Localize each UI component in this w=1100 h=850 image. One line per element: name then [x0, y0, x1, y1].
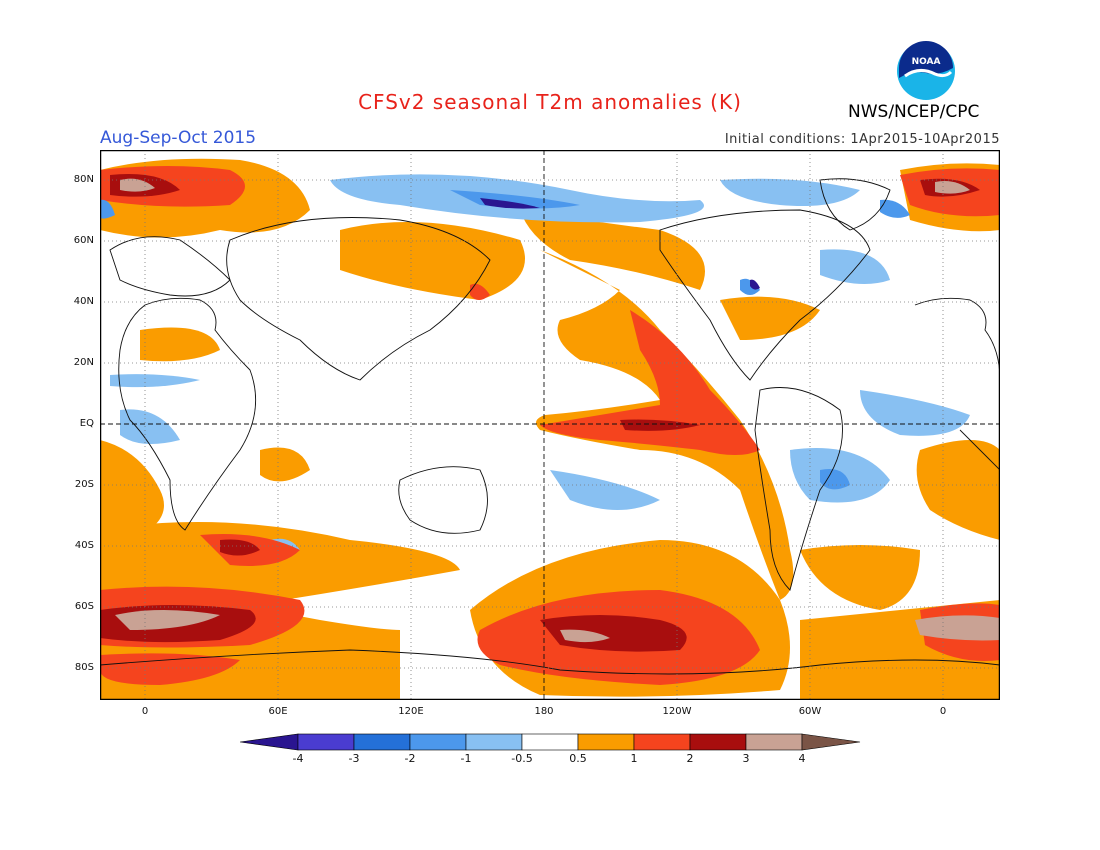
colorbar-label: -4 — [292, 752, 304, 765]
reference-lines — [100, 150, 1000, 700]
colorbar-label: 0.5 — [569, 752, 587, 765]
lat-label-eq: EQ — [79, 418, 94, 429]
lat-label-20s: 20S — [74, 479, 94, 490]
coastline-layer — [100, 178, 1000, 675]
svg-text:NOAA: NOAA — [912, 57, 941, 67]
lon-label-0-right: 0 — [939, 706, 947, 717]
lat-label-80n: 80N — [73, 174, 94, 185]
lat-label-40n: 40N — [73, 296, 94, 307]
season-label: Aug-Sep-Oct 2015 — [100, 128, 257, 148]
colorbar-label: -3 — [348, 752, 360, 765]
lat-label-60n: 60N — [73, 235, 94, 246]
lat-label-40s: 40S — [74, 540, 94, 551]
lat-label-60s: 60S — [74, 601, 94, 612]
colorbar-swatch — [521, 733, 579, 751]
lat-label-20n: 20N — [73, 357, 94, 368]
colorbar-label: -2 — [404, 752, 416, 765]
map-title: CFSv2 seasonal T2m anomalies (K) — [358, 90, 742, 114]
colorbar-label: 3 — [742, 752, 750, 765]
lon-label-0: 0 — [141, 706, 149, 717]
colorbar-swatch — [801, 733, 861, 751]
lon-label-60w: 60W — [798, 706, 822, 717]
agency-label: NWS/NCEP/CPC — [848, 102, 980, 122]
lat-label-80s: 80S — [74, 662, 94, 673]
colorbar-swatch — [745, 733, 803, 751]
lon-label-60e: 60E — [268, 706, 288, 717]
initial-conditions-label: Initial conditions: 1Apr2015-10Apr2015 — [724, 132, 1000, 147]
lon-label-180: 180 — [534, 706, 554, 717]
strong-cool-layer — [100, 190, 910, 490]
colorbar-label: 1 — [630, 752, 638, 765]
colorbar-label: -0.5 — [511, 752, 533, 765]
extreme-cool-layer — [480, 198, 760, 290]
anomaly-map — [100, 150, 1000, 700]
colorbar-label: -1 — [460, 752, 472, 765]
colorbar-label: 2 — [686, 752, 694, 765]
lon-label-120w: 120W — [662, 706, 692, 717]
colorbar-swatch — [240, 733, 299, 751]
lon-label-120e: 120E — [398, 706, 424, 717]
colorbar-swatch — [353, 733, 411, 751]
colorbar-swatch — [409, 733, 467, 751]
colorbar-swatch — [297, 733, 355, 751]
colorbar-swatch — [465, 733, 523, 751]
colorbar — [240, 733, 861, 751]
colorbar-swatch — [689, 733, 747, 751]
colorbar-swatch — [633, 733, 691, 751]
colorbar-swatch — [577, 733, 635, 751]
extreme-warm-layer — [115, 178, 1000, 643]
noaa-logo-icon: NOAA — [897, 41, 955, 100]
colorbar-label: 4 — [798, 752, 806, 765]
